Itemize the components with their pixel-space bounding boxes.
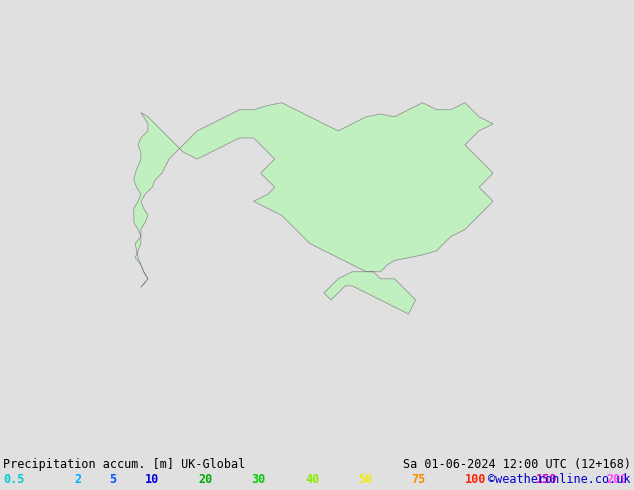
Text: Precipitation accum. [m] UK-Global: Precipitation accum. [m] UK-Global: [3, 458, 245, 470]
Text: 50: 50: [358, 473, 372, 487]
Polygon shape: [134, 103, 493, 314]
Text: ©weatheronline.co.uk: ©weatheronline.co.uk: [488, 473, 631, 487]
Text: 40: 40: [305, 473, 319, 487]
Text: Sa 01-06-2024 12:00 UTC (12+168): Sa 01-06-2024 12:00 UTC (12+168): [403, 458, 631, 470]
Text: 5: 5: [110, 473, 117, 487]
Text: 75: 75: [411, 473, 425, 487]
Text: 100: 100: [465, 473, 486, 487]
Text: 200: 200: [607, 473, 628, 487]
Text: 2: 2: [74, 473, 81, 487]
Text: 30: 30: [252, 473, 266, 487]
Text: 20: 20: [198, 473, 212, 487]
Text: 150: 150: [536, 473, 557, 487]
Text: 10: 10: [145, 473, 159, 487]
Text: 0.5: 0.5: [3, 473, 25, 487]
